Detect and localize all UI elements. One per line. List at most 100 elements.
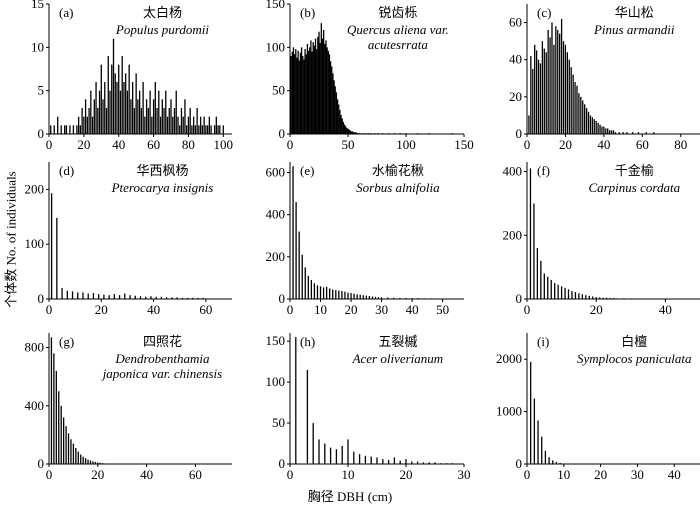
- panel-label: (d): [59, 163, 74, 178]
- x-tick-label: 60: [199, 302, 212, 317]
- shared-y-axis-label: 个体数 No. of individuals: [3, 171, 19, 308]
- x-tick-label: 0: [46, 467, 53, 482]
- panel-label: (e): [300, 163, 314, 178]
- species-name-latin: Populus purdomii: [115, 22, 209, 37]
- y-tick-label: 0: [516, 126, 523, 141]
- x-tick-label: 100: [396, 137, 416, 152]
- y-tick-label: 0: [516, 291, 523, 306]
- species-name-latin: Pterocarya insignis: [111, 180, 214, 195]
- x-tick-label: 20: [91, 467, 104, 482]
- y-tick-label: 15: [31, 0, 44, 11]
- y-tick-label: 0: [279, 291, 286, 306]
- shared-x-axis-label: 胸径 DBH (cm): [307, 489, 393, 504]
- y-tick-label: 20: [509, 89, 522, 104]
- species-name-chinese: 五裂槭: [378, 335, 417, 350]
- x-tick-label: 10: [557, 467, 570, 482]
- species-name-latin: Carpinus cordata: [588, 180, 680, 195]
- y-tick-label: 100: [266, 39, 286, 54]
- x-tick-label: 30: [375, 302, 388, 317]
- panel-label: (g): [59, 334, 74, 349]
- x-tick-label: 100: [214, 137, 234, 152]
- x-tick-label: 150: [454, 137, 474, 152]
- x-tick-label: 50: [436, 302, 449, 317]
- x-tick-label: 20: [345, 302, 358, 317]
- x-tick-label: 30: [631, 467, 644, 482]
- x-tick-label: 60: [636, 137, 649, 152]
- x-tick-label: 60: [189, 467, 202, 482]
- x-tick-label: 10: [342, 467, 355, 482]
- y-tick-label: 150: [266, 333, 286, 348]
- species-name-chinese: 华山松: [615, 6, 654, 21]
- species-name-latin: Acer oliverianum: [352, 351, 444, 366]
- species-name-chinese: 水榆花楸: [372, 163, 424, 179]
- y-tick-label: 100: [25, 236, 45, 251]
- x-tick-label: 40: [406, 302, 419, 317]
- y-tick-label: 2000: [496, 351, 522, 366]
- x-tick-label: 0: [287, 137, 294, 152]
- y-tick-label: 100: [266, 374, 286, 389]
- y-tick-label: 600: [266, 165, 286, 180]
- y-tick-label: 0: [38, 126, 45, 141]
- x-tick-label: 0: [524, 467, 531, 482]
- x-tick-label: 20: [77, 137, 90, 152]
- y-tick-label: 400: [503, 164, 523, 179]
- species-name-chinese: 太白杨: [143, 5, 182, 21]
- y-tick-label: 1000: [496, 404, 522, 419]
- y-tick-label: 200: [266, 249, 286, 264]
- x-tick-label: 50: [342, 137, 355, 152]
- species-name-latin: Pinus armandii: [593, 22, 675, 37]
- panel-label: (f): [537, 163, 550, 178]
- x-tick-label: 40: [112, 137, 125, 152]
- x-tick-label: 0: [287, 302, 294, 317]
- species-name-latin: Quercus aliena var.: [347, 22, 449, 37]
- x-tick-label: 20: [594, 467, 607, 482]
- y-tick-label: 60: [509, 15, 522, 30]
- species-name-chinese: 四照花: [143, 334, 182, 350]
- y-tick-label: 400: [266, 207, 286, 222]
- y-tick-label: 200: [25, 181, 45, 196]
- x-tick-label: 40: [147, 302, 160, 317]
- y-tick-label: 0: [38, 456, 45, 471]
- x-tick-label: 80: [182, 137, 195, 152]
- y-tick-label: 5: [38, 83, 45, 98]
- species-name-latin: japonica var. chinensis: [101, 366, 223, 381]
- x-tick-label: 20: [559, 137, 572, 152]
- x-tick-label: 60: [147, 137, 160, 152]
- x-tick-label: 40: [140, 467, 153, 482]
- x-tick-label: 40: [659, 302, 672, 317]
- y-tick-label: 200: [503, 227, 523, 242]
- y-tick-label: 0: [38, 291, 45, 306]
- species-name-latin: Sorbus alnifolia: [356, 180, 440, 195]
- species-name-chinese: 千金榆: [615, 163, 654, 179]
- panel-label: (a): [59, 5, 73, 20]
- x-tick-label: 40: [668, 467, 681, 482]
- x-tick-label: 0: [46, 137, 53, 152]
- panel-label: (c): [537, 5, 551, 20]
- panel-label: (i): [537, 334, 549, 349]
- y-tick-label: 50: [272, 415, 285, 430]
- panel-label: (b): [300, 5, 315, 20]
- y-tick-label: 10: [31, 39, 44, 54]
- x-tick-label: 80: [674, 137, 687, 152]
- y-tick-label: 0: [279, 456, 286, 471]
- y-tick-label: 0: [279, 126, 286, 141]
- x-tick-label: 40: [597, 137, 610, 152]
- species-name-chinese: 华西枫杨: [136, 164, 188, 179]
- x-tick-label: 0: [46, 302, 53, 317]
- x-tick-label: 0: [287, 467, 294, 482]
- x-tick-label: 20: [95, 302, 108, 317]
- x-tick-label: 0: [524, 302, 531, 317]
- y-tick-label: 50: [272, 83, 285, 98]
- species-name-latin: Dendrobenthamia: [114, 351, 210, 366]
- species-name-chinese: 锐齿栎: [378, 6, 417, 21]
- y-tick-label: 150: [266, 0, 286, 11]
